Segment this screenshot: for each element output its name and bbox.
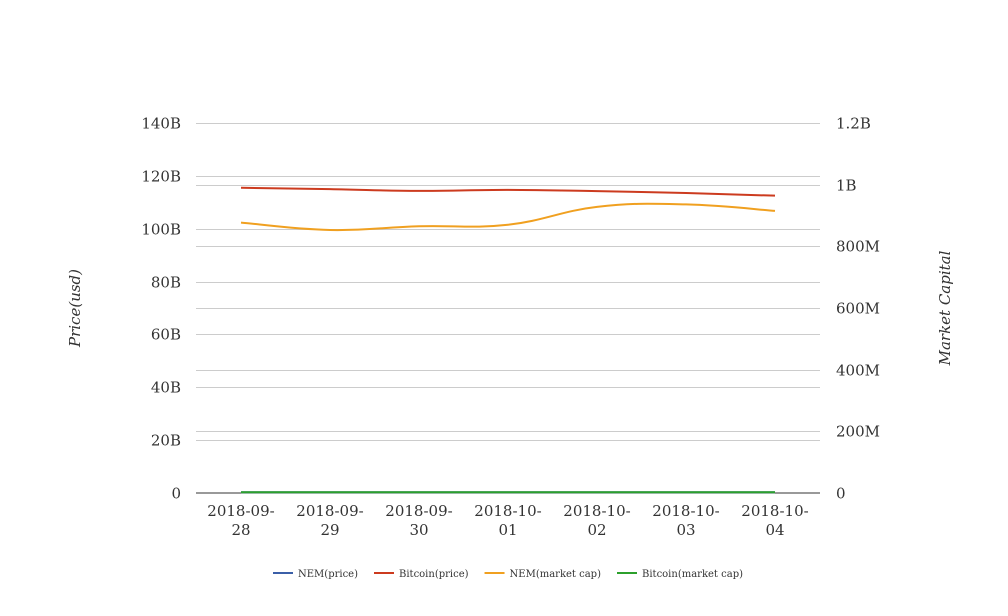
right-tick-label: 1.2B	[836, 115, 871, 133]
x-tick-label: 2018-10-03	[652, 502, 719, 539]
legend: NEM(price) Bitcoin(price) NEM(market cap) B…	[273, 569, 743, 580]
left-tick-label: 60B	[151, 326, 181, 344]
right-gridlines	[196, 123, 820, 432]
x-tick-label: 2018-10-02	[563, 502, 630, 539]
left-tick-label: 20B	[151, 432, 181, 450]
left-gridlines	[196, 123, 820, 441]
left-tick-label: 120B	[141, 168, 181, 186]
left-axis-ticks: 0 20B 40B 60B 80B 100B 120B 140B	[141, 115, 181, 503]
right-axis-title: Market Capital	[936, 250, 954, 366]
series-layer	[240, 186, 776, 494]
left-axis-title: Price(usd)	[66, 269, 84, 348]
left-tick-label: 0	[171, 485, 181, 503]
left-tick-label: 100B	[141, 221, 181, 239]
right-tick-label: 1B	[836, 177, 857, 195]
left-tick-label: 140B	[141, 115, 181, 133]
x-tick-label: 2018-10-01	[474, 502, 541, 539]
left-tick-label: 40B	[151, 379, 181, 397]
legend-label-bitcoin-price[interactable]: Bitcoin(price)	[399, 569, 469, 580]
legend-label-nem-price[interactable]: NEM(price)	[298, 569, 358, 580]
x-axis-ticks: 2018-09-28 2018-09-29 2018-09-30 2018-10-01…	[207, 502, 808, 539]
legend-label-bitcoin-market-cap[interactable]: Bitcoin(market cap)	[642, 569, 743, 580]
left-tick-label: 80B	[151, 274, 181, 292]
right-tick-label: 400M	[836, 362, 880, 380]
legend-label-nem-market-cap[interactable]: NEM(market cap)	[510, 569, 602, 580]
right-tick-label: 600M	[836, 300, 880, 318]
right-axis-ticks: 0 200M 400M 600M 800M 1B 1.2B	[836, 115, 880, 503]
x-tick-label: 2018-09-30	[385, 502, 452, 539]
x-tick-label: 2018-09-28	[207, 502, 274, 539]
right-tick-label: 200M	[836, 423, 880, 441]
x-tick-label: 2018-09-29	[296, 502, 363, 539]
series-line-nem-market-cap	[240, 202, 776, 232]
right-tick-label: 800M	[836, 238, 880, 256]
right-tick-label: 0	[836, 485, 846, 503]
series-line-bitcoin-price	[240, 186, 776, 197]
x-tick-label: 2018-10-04	[741, 502, 808, 539]
